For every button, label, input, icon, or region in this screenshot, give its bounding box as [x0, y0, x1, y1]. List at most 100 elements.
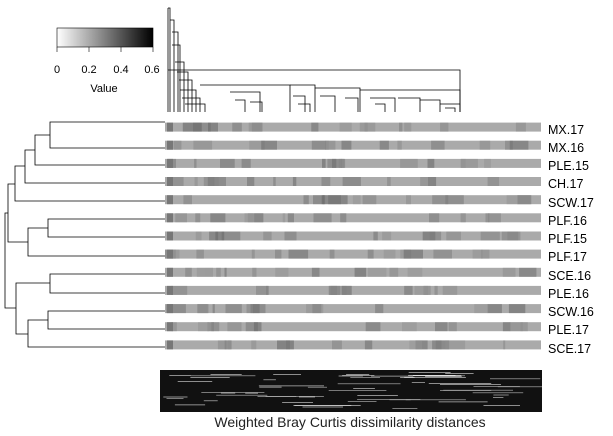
heatmap-row-PLF.16 [165, 213, 541, 223]
color-key-tick: 0.6 [144, 64, 159, 76]
heatmap-cell [168, 177, 184, 186]
heatmap-cell [167, 177, 173, 186]
row-label: MX.16 [548, 141, 584, 155]
heatmap-cell [252, 267, 257, 277]
heatmap-cell [195, 213, 201, 223]
heatmap-cell [359, 122, 368, 132]
heatmap-cell [406, 195, 411, 205]
heatmap-cell [232, 122, 242, 132]
heatmap-cell [209, 231, 219, 241]
heatmap-cell [338, 158, 342, 168]
heatmap-cell [445, 195, 464, 205]
heatmap-cell [448, 322, 457, 332]
heatmap-cell [249, 140, 265, 150]
heatmap-cell [207, 177, 226, 186]
heatmap-cell [429, 213, 440, 223]
heatmap-cell [171, 285, 188, 295]
heatmap-cell [247, 177, 255, 186]
heatmap-cell [217, 340, 227, 350]
heatmap-cell [365, 322, 381, 332]
x-axis-label: Weighted Bray Curtis dissimilarity dista… [214, 414, 486, 430]
heatmap-cell [253, 322, 262, 332]
heatmap-cell [167, 122, 173, 132]
heatmap-cell [323, 195, 341, 205]
color-key: 0 0.2 0.4 0.6 Value [54, 27, 160, 95]
heatmap-cell [306, 304, 324, 314]
heatmap-cell [403, 249, 423, 259]
heatmap-row-PLE.17 [165, 322, 541, 332]
heatmap-cell [254, 213, 264, 223]
heatmap-cell [286, 340, 290, 350]
color-key-tick: 0.4 [113, 64, 128, 76]
heatmap-cell [248, 122, 263, 132]
heatmap-row-PLF.17 [165, 249, 541, 259]
heatmap-cell [251, 340, 257, 350]
heatmap-row-MX.16 [165, 140, 541, 150]
heatmap-cell [227, 322, 242, 332]
row-label: SCE.17 [548, 342, 591, 356]
heatmap-row-PLE.16 [165, 285, 541, 295]
heatmap-cell [195, 231, 202, 241]
heatmap-cell [460, 213, 466, 223]
heatmap-cell [379, 140, 389, 150]
heatmap-cell [225, 304, 242, 314]
heatmap-cell [322, 158, 326, 168]
heatmap-cell [277, 340, 294, 350]
row-label: PLF.15 [548, 232, 587, 246]
heatmap-cell [313, 213, 332, 223]
color-key-title: Value [90, 83, 117, 95]
heatmap-cell [185, 267, 192, 277]
heatmap-cell [502, 267, 516, 277]
heatmap-cell [339, 122, 352, 132]
heatmap-cell [167, 213, 173, 223]
heatmap-cell [245, 322, 258, 332]
heatmap-cell [367, 249, 374, 259]
heatmap-cell [440, 122, 449, 132]
heatmap-cell [485, 213, 490, 223]
row-dendrogram [4, 121, 165, 348]
heatmap-cell [211, 322, 220, 332]
heatmap-cell [311, 140, 327, 150]
heatmap-cell [505, 140, 513, 150]
heatmap-cell [399, 122, 403, 132]
heatmap-cell [220, 158, 235, 168]
heatmap-cell [194, 158, 197, 168]
heatmap-cell [166, 304, 186, 314]
heatmap-cell [474, 304, 489, 314]
heatmap-cell [352, 195, 361, 205]
heatmap-row-SCE.16 [165, 267, 541, 277]
row-label: PLF.16 [548, 214, 587, 228]
heatmap-cell [194, 177, 198, 186]
heatmap-cell [212, 304, 215, 314]
heatmap-cell [442, 285, 458, 295]
heatmap-cell [241, 158, 251, 168]
heatmap-cell [502, 322, 511, 332]
row-label: CH.17 [548, 177, 583, 191]
heatmap-row-SCE.17 [165, 340, 541, 350]
heatmap-cell [503, 340, 506, 350]
heatmap-cell [427, 158, 435, 168]
heatmap-cell [402, 322, 417, 332]
heatmap-cell [282, 213, 286, 223]
heatmap-cell [432, 340, 450, 350]
heatmap-cell [340, 213, 347, 223]
row-label: SCE.16 [548, 269, 591, 283]
heatmap-cell [196, 267, 206, 277]
heatmap-cell [519, 267, 537, 277]
heatmap-cell [460, 158, 478, 168]
heatmap-cell [481, 249, 490, 259]
heatmap-cell [311, 267, 320, 277]
heatmap-cell [340, 158, 344, 168]
heatmap-cell [325, 140, 336, 150]
heatmap-cell [167, 304, 173, 314]
heatmap-cell [362, 195, 377, 205]
heatmap-cell [479, 140, 491, 150]
heatmap-cell [507, 231, 521, 241]
row-label: PLF.17 [548, 250, 587, 264]
heatmap-cell [313, 195, 324, 205]
heatmap-cell [167, 249, 173, 259]
heatmap-cell [407, 267, 423, 277]
heatmap-cell [435, 322, 448, 332]
heatmap-cell [509, 140, 529, 150]
heatmap-cell [167, 158, 173, 168]
